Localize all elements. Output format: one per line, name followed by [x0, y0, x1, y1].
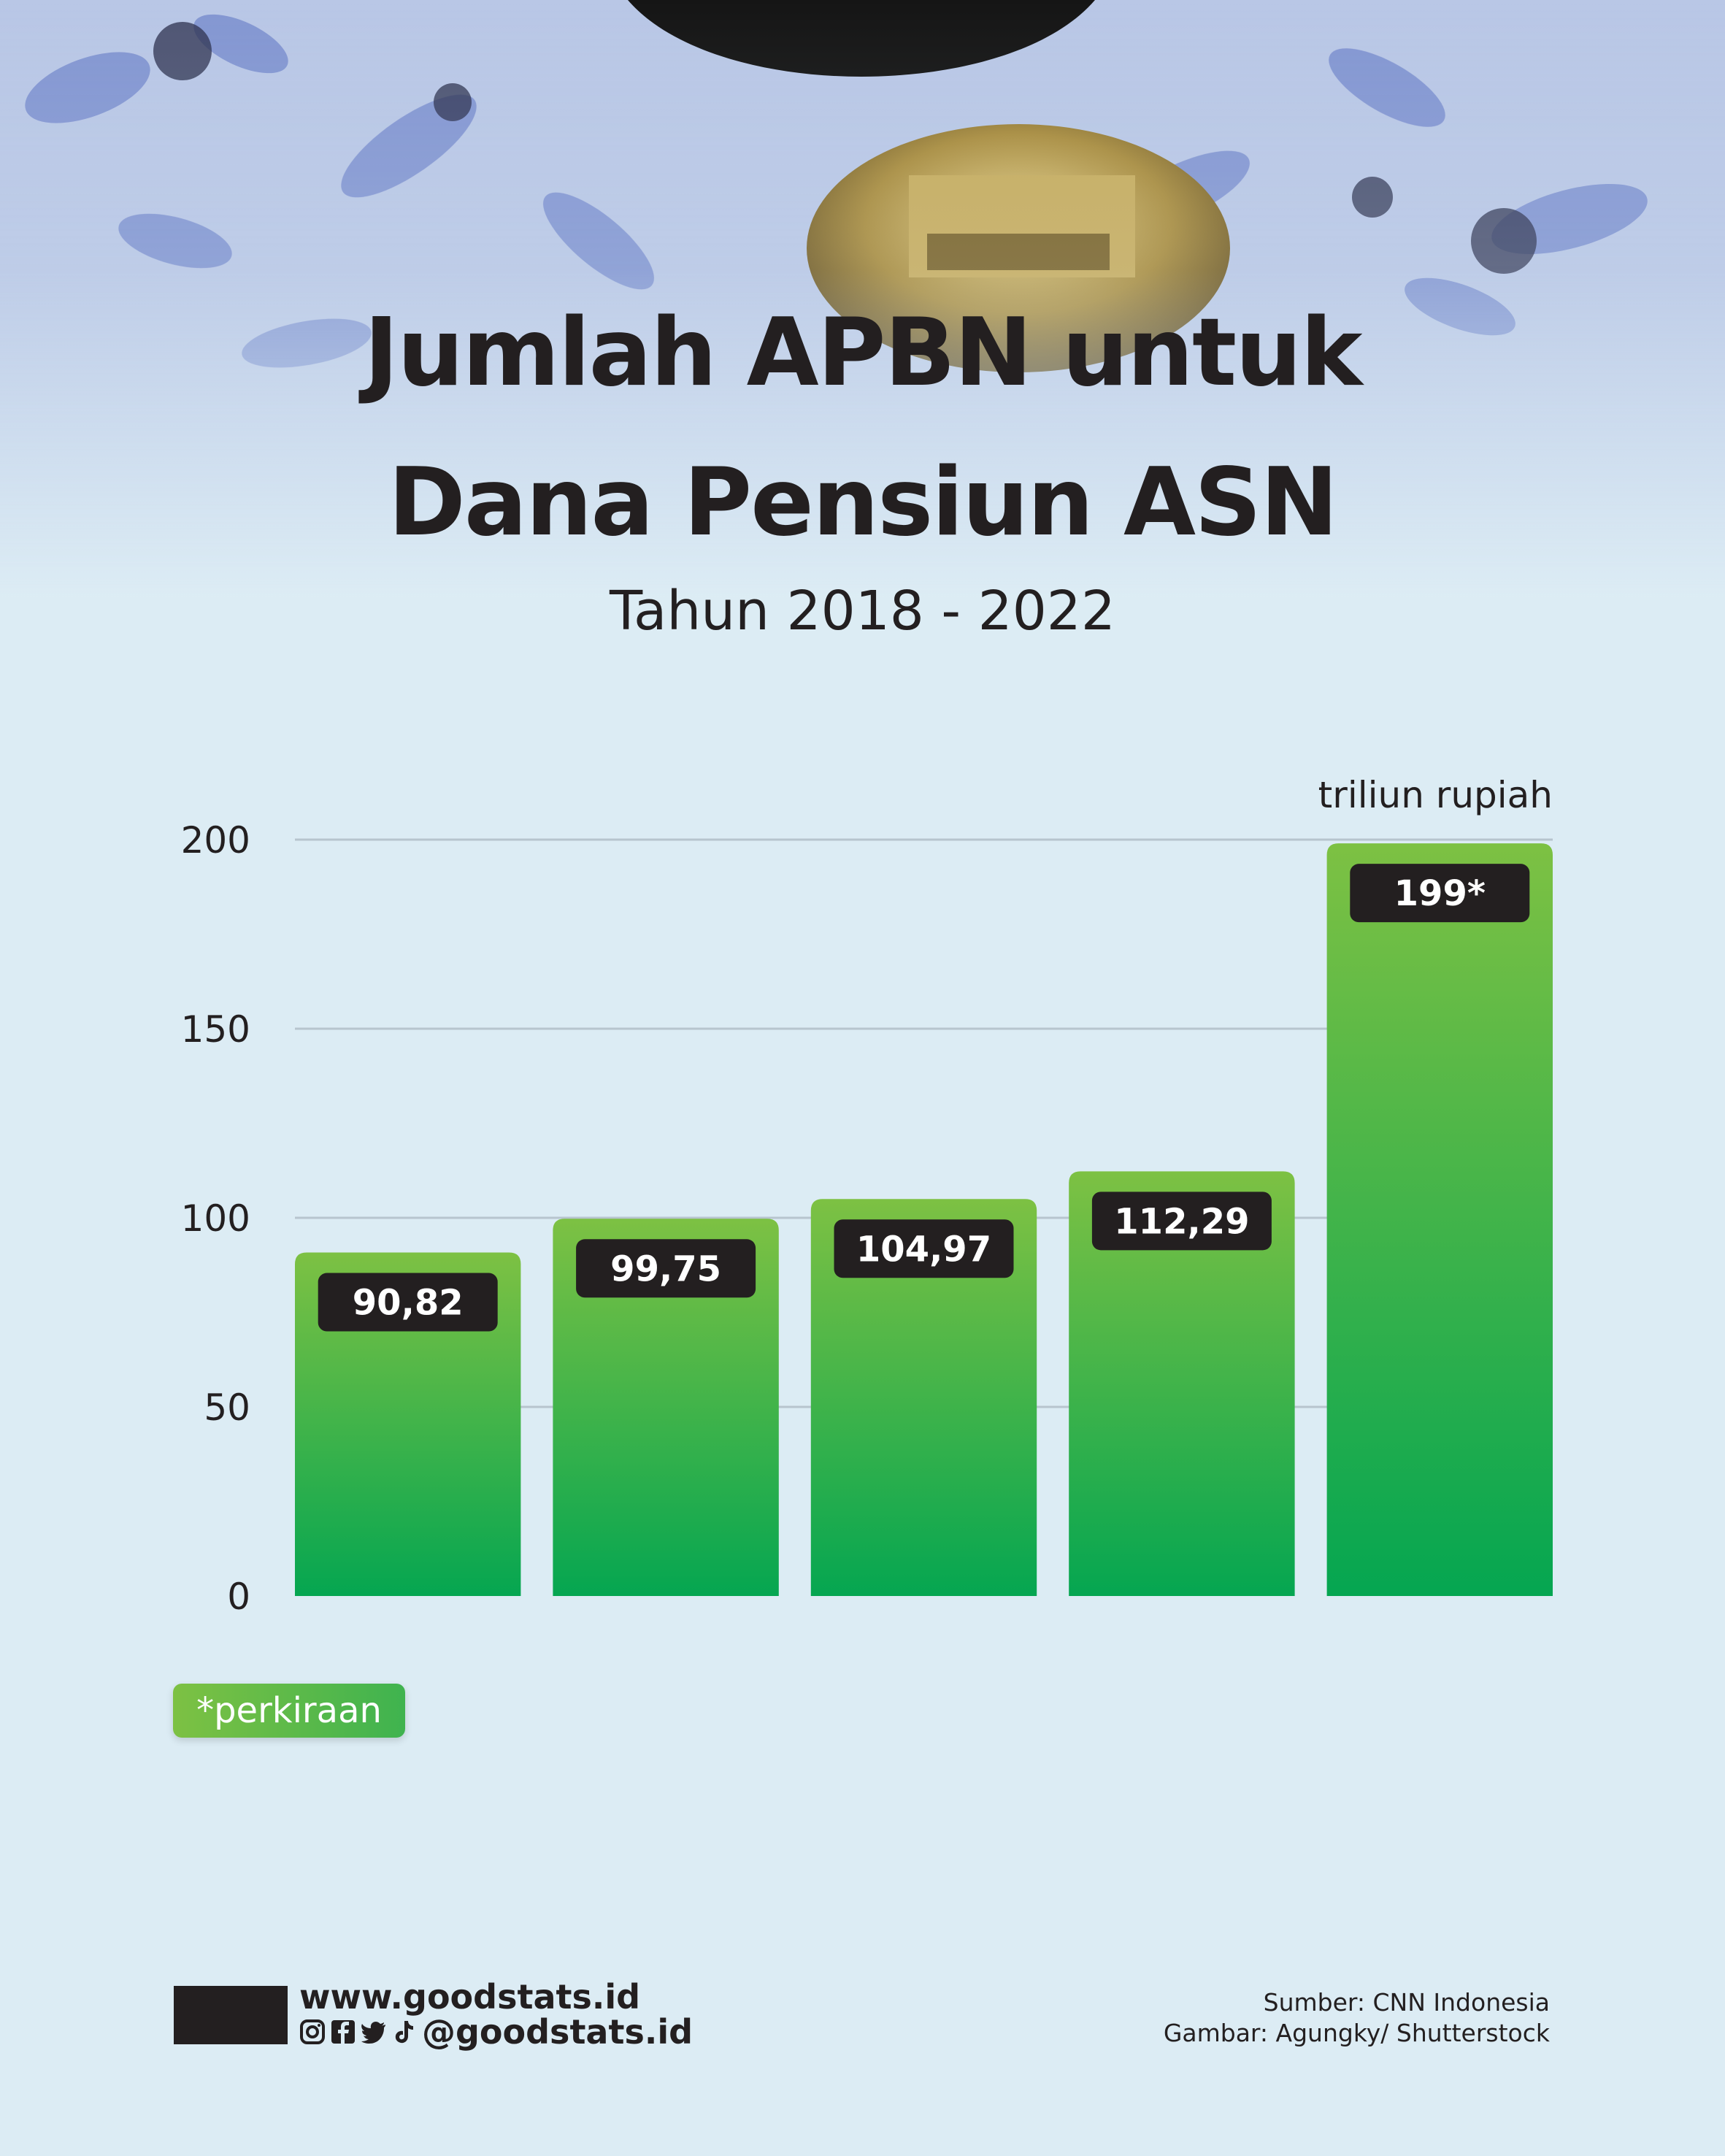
data-label-2018: 90,82 — [318, 1273, 498, 1332]
data-label-2019: 99,75 — [576, 1239, 756, 1298]
data-label-text: 104,97 — [856, 1229, 991, 1270]
goodstats-logo — [174, 1986, 288, 2044]
unit-label: triliun rupiah — [1318, 774, 1553, 816]
website-link[interactable]: www.goodstats.id — [299, 1977, 641, 2017]
tiktok-icon[interactable] — [391, 2019, 418, 2045]
data-label-text: 90,82 — [353, 1283, 464, 1324]
data-label-box — [834, 1219, 1014, 1278]
data-label-text: 112,29 — [1114, 1201, 1249, 1242]
title-line-2: Dana Pensiun ASN — [388, 448, 1339, 557]
social-handle-row: @goodstats.id — [299, 2012, 693, 2052]
bar-2022 — [1326, 843, 1553, 1596]
data-label-2021: 112,29 — [1091, 1192, 1272, 1251]
data-label-box — [318, 1273, 498, 1332]
bar-2021 — [1069, 1171, 1295, 1596]
image-credit-text: Gambar: Agungky/ Shutterstock — [1163, 2019, 1550, 2047]
bar-2018 — [295, 1252, 521, 1596]
source-credits: Sumber: CNN Indonesia Gambar: Agungky/ S… — [1164, 1987, 1550, 2049]
y-tick-label: 50 — [204, 1386, 250, 1429]
data-label-text: 199* — [1394, 873, 1486, 914]
source-text: Sumber: CNN Indonesia — [1263, 1988, 1550, 2017]
twitter-icon[interactable] — [361, 2019, 387, 2045]
header-background-photo — [0, 0, 1725, 599]
y-tick-label: 200 — [181, 819, 250, 862]
instagram-icon[interactable] — [299, 2019, 326, 2045]
data-label-2020: 104,97 — [834, 1219, 1014, 1278]
facebook-icon[interactable] — [330, 2019, 356, 2045]
data-label-2022: 199* — [1350, 864, 1530, 923]
estimate-note-badge: *perkiraan — [173, 1684, 405, 1738]
subtitle: Tahun 2018 - 2022 — [610, 580, 1115, 642]
y-tick-label: 100 — [181, 1197, 250, 1240]
data-label-text: 99,75 — [610, 1248, 721, 1289]
data-label-box — [1350, 864, 1530, 923]
data-label-box — [576, 1239, 756, 1298]
social-handle[interactable]: @goodstats.id — [422, 2012, 694, 2052]
data-label-box — [1091, 1192, 1272, 1251]
bar-2020 — [810, 1199, 1037, 1596]
y-tick-label: 150 — [181, 1008, 250, 1051]
title-line-1: Jumlah APBN untuk — [364, 299, 1363, 407]
y-tick-label: 0 — [227, 1576, 250, 1618]
bar-2019 — [553, 1219, 779, 1596]
